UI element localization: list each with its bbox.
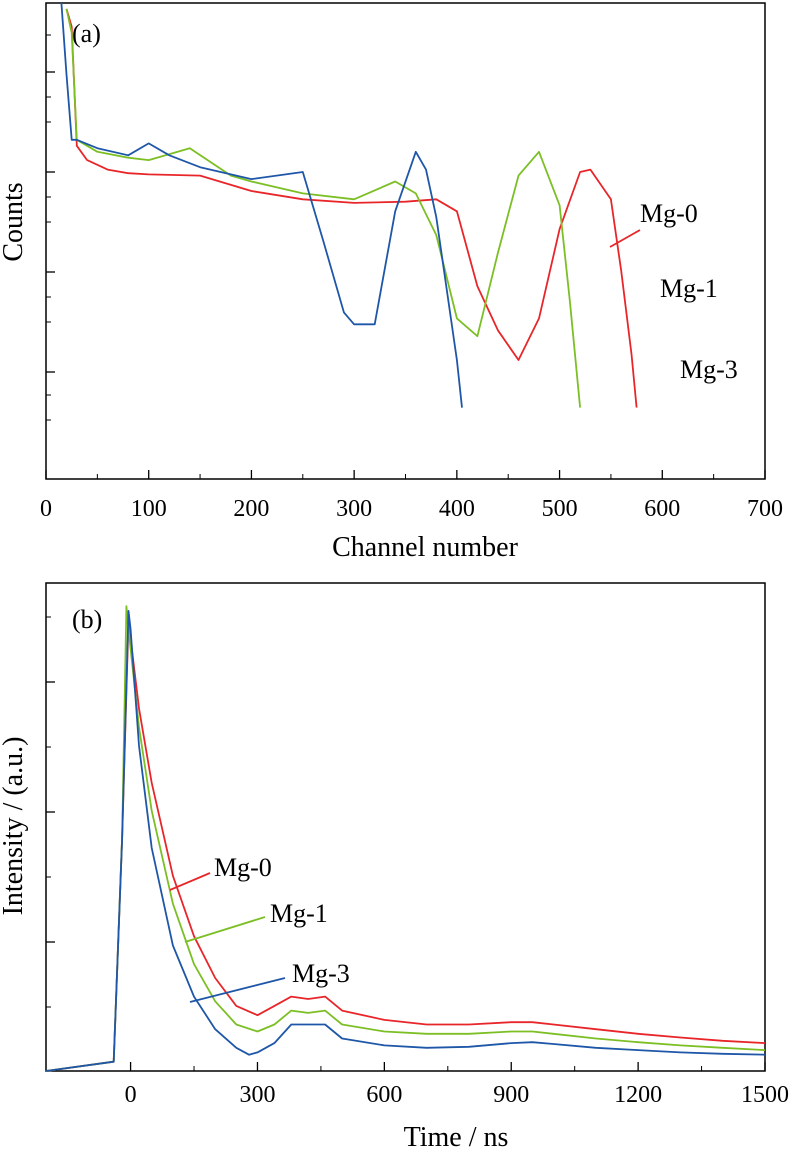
series-group-a <box>60 2 638 408</box>
plot-frame-b <box>45 582 766 1072</box>
x-tick-label-a: 200 <box>233 496 269 522</box>
legend-pointer-mg3-b <box>189 977 286 1003</box>
legend-label-mg3-b: Mg-3 <box>292 959 350 988</box>
x-axis-b: 0 300 600 900 1200 1500 <box>125 1062 789 1108</box>
x-tick-label-b: 1200 <box>614 1082 662 1108</box>
plot-frame-a <box>45 2 766 480</box>
x-tick-label-a: 300 <box>336 496 372 522</box>
y-axis-title-a: Counts <box>0 182 29 261</box>
x-tick-label-a: 0 <box>40 496 52 522</box>
x-tick-label-a: 400 <box>439 496 475 522</box>
panel-b: (b) 0 300 600 900 1200 1500 Time / ns Intensi… <box>0 582 789 1153</box>
series-line-mg-0-a <box>65 8 638 408</box>
x-tick-label-a: 700 <box>747 496 783 522</box>
legend-label-mg3-a: Mg-3 <box>680 355 738 384</box>
x-tick-label-b: 1500 <box>741 1082 789 1108</box>
x-axis-title-a: Channel number <box>332 532 519 563</box>
series-line-mg-3-a <box>60 2 463 408</box>
legend-pointer-mg0-b <box>169 872 211 891</box>
panel-a: (a) 0 100 200 300 400 500 600 700 Channel numbe… <box>0 2 783 563</box>
panel-label-a: (a) <box>72 19 101 48</box>
x-tick-label-b: 600 <box>366 1082 402 1108</box>
legend-a: Mg-0 Mg-1 Mg-3 <box>609 199 738 384</box>
x-tick-label-b: 300 <box>239 1082 275 1108</box>
legend-pointer-mg0-a <box>609 229 641 248</box>
legend-pointer-mg1-b <box>184 916 266 943</box>
series-group-b <box>45 605 766 1072</box>
x-tick-label-b: 900 <box>493 1082 529 1108</box>
legend-label-mg0-a: Mg-0 <box>640 199 698 228</box>
x-tick-label-a: 600 <box>644 496 680 522</box>
y-axis-b <box>46 616 55 1008</box>
x-tick-label-a: 100 <box>131 496 167 522</box>
series-line-mg-0-b <box>45 619 766 1072</box>
legend-b: Mg-0 Mg-1 Mg-3 <box>169 853 350 1003</box>
series-line-mg-1-a <box>65 8 581 408</box>
x-axis-title-b: Time / ns <box>404 1122 509 1153</box>
x-tick-label-b: 0 <box>125 1082 137 1108</box>
series-line-mg-1-b <box>45 605 766 1072</box>
legend-label-mg1-a: Mg-1 <box>660 274 718 303</box>
legend-label-mg0-b: Mg-0 <box>214 853 272 882</box>
panel-label-b: (b) <box>72 605 102 634</box>
y-axis-title-b: Intensity / (a.u.) <box>0 737 29 916</box>
y-axis-a <box>46 34 55 421</box>
legend-label-mg1-b: Mg-1 <box>270 899 328 928</box>
x-tick-label-a: 500 <box>542 496 578 522</box>
x-axis-a: 0 100 200 300 400 500 600 700 <box>40 470 783 522</box>
series-line-mg-3-b <box>45 610 766 1072</box>
